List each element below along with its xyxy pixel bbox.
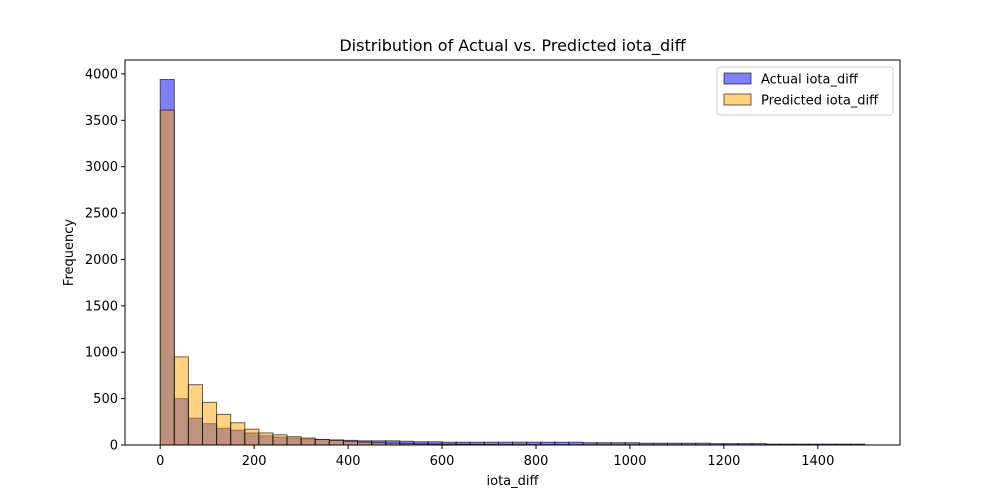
x-tick-label: 600 xyxy=(430,454,455,469)
y-tick-label: 0 xyxy=(110,439,118,454)
x-tick-label: 800 xyxy=(524,454,549,469)
x-tick-label: 1000 xyxy=(613,454,646,469)
series-actual xyxy=(159,78,866,446)
x-axis-label: iota_diff xyxy=(487,474,540,489)
y-tick-label: 1500 xyxy=(85,299,118,314)
histogram-bar xyxy=(342,440,358,446)
legend-box xyxy=(716,66,894,116)
y-tick-label: 2000 xyxy=(85,253,118,268)
histogram-bar xyxy=(286,436,302,446)
histogram-bar xyxy=(230,422,246,446)
histogram-bar xyxy=(314,438,330,446)
chart-title: Distribution of Actual vs. Predicted iot… xyxy=(339,36,686,56)
histogram-bar xyxy=(300,437,316,446)
histogram-bar xyxy=(328,439,344,446)
histogram-bar xyxy=(173,356,189,446)
legend-label: Predicted iota_diff xyxy=(761,94,879,109)
y-tick-label: 4000 xyxy=(85,67,118,82)
legend-swatch xyxy=(723,72,752,85)
y-tick-label: 3500 xyxy=(85,114,118,129)
histogram-bar xyxy=(216,413,232,446)
y-tick-label: 3000 xyxy=(85,160,118,175)
histogram-bar xyxy=(258,432,274,446)
axes-frame xyxy=(124,59,901,446)
x-tick-label: 400 xyxy=(336,454,361,469)
histogram-bar xyxy=(159,109,175,446)
y-tick-label: 500 xyxy=(93,392,118,407)
x-tick-label: 1200 xyxy=(707,454,740,469)
y-tick-label: 2500 xyxy=(85,207,118,222)
y-axis-label: Frequency xyxy=(62,219,77,286)
legend: Actual iota_diff Predicted iota_diff xyxy=(716,66,894,116)
series-predicted xyxy=(159,109,866,446)
histogram-bar xyxy=(272,434,288,446)
bars-layer xyxy=(159,78,866,446)
histogram-bar xyxy=(202,401,218,446)
y-tick-label: 1000 xyxy=(85,346,118,361)
histogram-bar xyxy=(187,384,203,446)
x-tick-label: 200 xyxy=(242,454,267,469)
x-tick-label: 0 xyxy=(156,454,164,469)
histogram-bar xyxy=(244,428,260,446)
x-tick-label: 1400 xyxy=(801,454,834,469)
legend-swatch xyxy=(723,93,752,106)
legend-label: Actual iota_diff xyxy=(761,73,859,88)
axes-layer: 0 200 400 600 800 1000 1200 1400 0 500 1000 1500 200… xyxy=(85,59,901,469)
